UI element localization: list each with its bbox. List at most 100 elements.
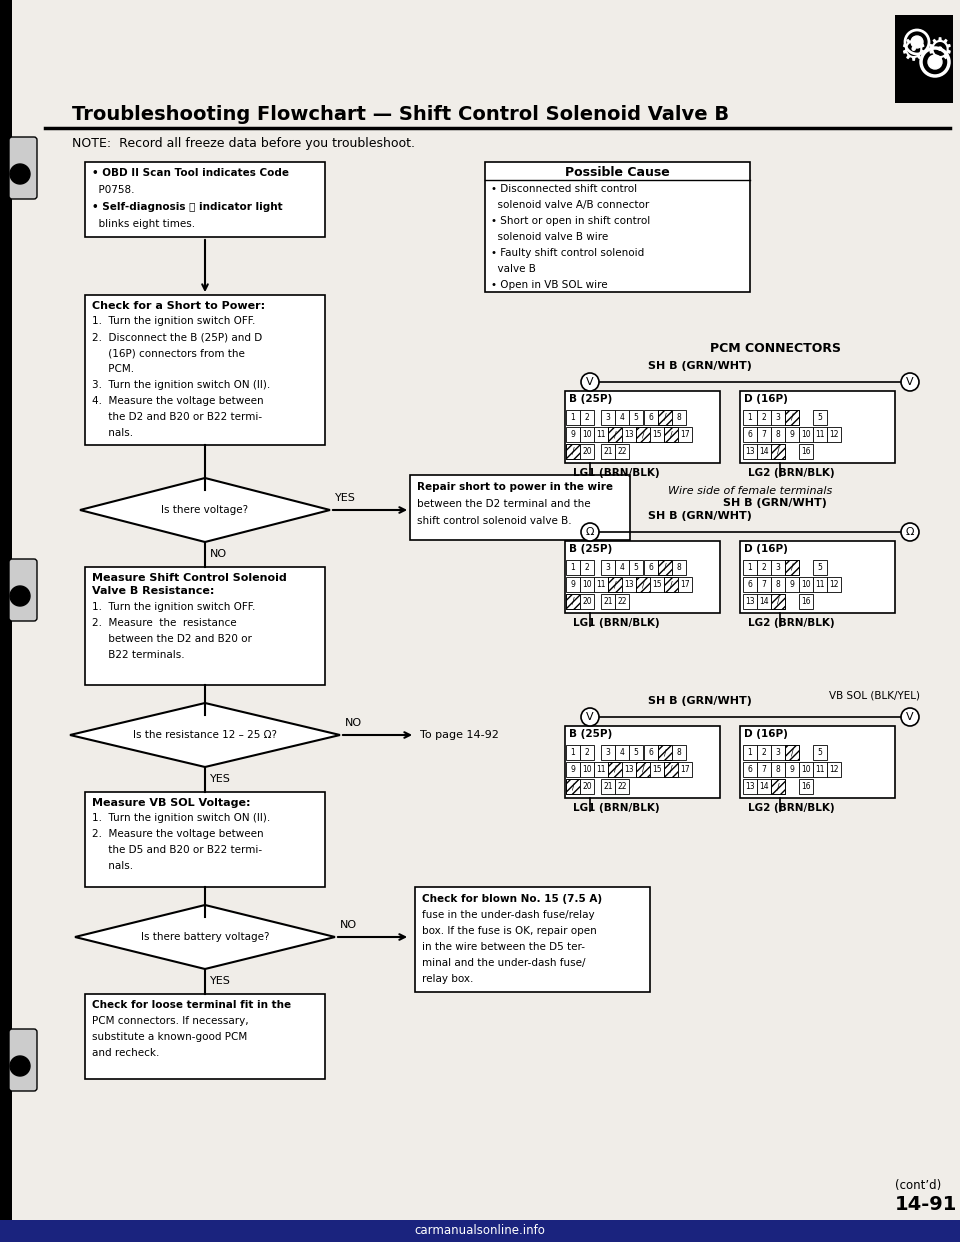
Text: 4: 4 xyxy=(619,563,624,573)
Bar xyxy=(771,427,785,442)
Text: 2.  Disconnect the B (25P) and D: 2. Disconnect the B (25P) and D xyxy=(92,332,262,342)
Text: 1: 1 xyxy=(748,748,753,758)
Text: 9: 9 xyxy=(570,580,575,589)
Bar xyxy=(757,578,771,592)
Text: 21: 21 xyxy=(603,597,612,606)
Circle shape xyxy=(911,36,923,48)
Text: 3: 3 xyxy=(776,748,780,758)
Text: 10: 10 xyxy=(802,430,811,438)
Text: 9: 9 xyxy=(570,765,575,774)
Text: /: / xyxy=(663,414,666,422)
Bar xyxy=(771,779,785,794)
Text: 6: 6 xyxy=(748,430,753,438)
Bar xyxy=(658,410,672,425)
Bar xyxy=(743,578,757,592)
Bar xyxy=(757,427,771,442)
Text: NOTE:  Record all freeze data before you troubleshoot.: NOTE: Record all freeze data before you … xyxy=(72,137,415,149)
Text: ⚙⚙: ⚙⚙ xyxy=(899,37,953,67)
Text: 21: 21 xyxy=(603,782,612,791)
Text: LG2 (BRN/BLK): LG2 (BRN/BLK) xyxy=(748,804,834,814)
Bar xyxy=(615,410,629,425)
Text: 3: 3 xyxy=(776,563,780,573)
Bar xyxy=(580,594,594,609)
Text: To page 14-92: To page 14-92 xyxy=(420,730,499,740)
Text: 16: 16 xyxy=(802,597,811,606)
Bar xyxy=(485,161,750,292)
Text: /: / xyxy=(777,447,780,456)
Text: 9: 9 xyxy=(789,580,795,589)
Bar xyxy=(85,161,325,237)
Text: 2.  Measure the voltage between: 2. Measure the voltage between xyxy=(92,828,264,840)
Text: Check for a Short to Power:: Check for a Short to Power: xyxy=(92,301,265,310)
Bar xyxy=(629,745,643,760)
Text: B (25P): B (25P) xyxy=(569,544,612,554)
Text: /: / xyxy=(641,580,644,589)
Text: Valve B Resistance:: Valve B Resistance: xyxy=(92,586,214,596)
Bar xyxy=(785,560,799,575)
Bar xyxy=(658,410,672,425)
Text: 14-91: 14-91 xyxy=(895,1196,957,1215)
Circle shape xyxy=(581,523,599,542)
Text: the D5 and B20 or B22 termi-: the D5 and B20 or B22 termi- xyxy=(92,845,262,854)
Bar xyxy=(629,560,643,575)
Bar xyxy=(650,578,664,592)
Bar xyxy=(566,779,580,794)
Text: 5: 5 xyxy=(634,748,638,758)
Text: 1: 1 xyxy=(748,414,753,422)
Bar xyxy=(608,578,622,592)
Text: VB SOL (BLK/YEL): VB SOL (BLK/YEL) xyxy=(829,691,920,700)
Text: 8: 8 xyxy=(776,765,780,774)
Text: 16: 16 xyxy=(802,447,811,456)
Text: • Short or open in shift control: • Short or open in shift control xyxy=(491,216,650,226)
Text: SH B (GRN/WHT): SH B (GRN/WHT) xyxy=(648,696,752,705)
Text: Wire side of female terminals: Wire side of female terminals xyxy=(668,486,832,496)
Bar xyxy=(785,410,799,425)
Text: 14: 14 xyxy=(759,597,769,606)
Circle shape xyxy=(10,586,30,606)
Bar xyxy=(785,745,799,760)
Bar xyxy=(636,427,650,442)
Text: 10: 10 xyxy=(582,580,591,589)
Bar xyxy=(664,763,678,777)
Text: blinks eight times.: blinks eight times. xyxy=(92,219,195,229)
Text: (cont’d): (cont’d) xyxy=(895,1179,941,1191)
Polygon shape xyxy=(70,703,340,768)
Text: 11: 11 xyxy=(815,580,825,589)
Bar xyxy=(743,443,757,460)
Text: 8: 8 xyxy=(677,563,682,573)
Text: V: V xyxy=(587,378,594,388)
Bar xyxy=(580,443,594,460)
Bar xyxy=(757,594,771,609)
Bar xyxy=(636,578,650,592)
Text: 10: 10 xyxy=(802,765,811,774)
Bar xyxy=(757,779,771,794)
Circle shape xyxy=(905,30,929,53)
Text: 11: 11 xyxy=(815,765,825,774)
Text: the D2 and B20 or B22 termi-: the D2 and B20 or B22 termi- xyxy=(92,412,262,422)
Text: 7: 7 xyxy=(761,580,766,589)
Text: Is there battery voltage?: Is there battery voltage? xyxy=(141,932,269,941)
Polygon shape xyxy=(75,905,335,969)
Bar xyxy=(580,560,594,575)
Text: 2: 2 xyxy=(761,748,766,758)
Bar xyxy=(608,427,622,442)
Text: /: / xyxy=(777,782,780,791)
Bar xyxy=(580,578,594,592)
Text: solenoid valve A/B connector: solenoid valve A/B connector xyxy=(491,200,649,210)
Text: /: / xyxy=(791,563,793,573)
Text: D (16P): D (16P) xyxy=(744,394,788,404)
Text: 13: 13 xyxy=(624,430,634,438)
Text: relay box.: relay box. xyxy=(422,974,473,984)
Text: 17: 17 xyxy=(681,430,690,438)
Bar xyxy=(664,578,678,592)
Bar xyxy=(771,594,785,609)
Bar xyxy=(743,427,757,442)
Circle shape xyxy=(901,708,919,727)
Text: D (16P): D (16P) xyxy=(744,544,788,554)
Text: 15: 15 xyxy=(652,765,661,774)
Bar xyxy=(85,296,325,445)
Bar xyxy=(601,745,615,760)
Text: 10: 10 xyxy=(582,765,591,774)
Text: PCM CONNECTORS: PCM CONNECTORS xyxy=(709,342,841,354)
Text: /: / xyxy=(670,430,672,438)
